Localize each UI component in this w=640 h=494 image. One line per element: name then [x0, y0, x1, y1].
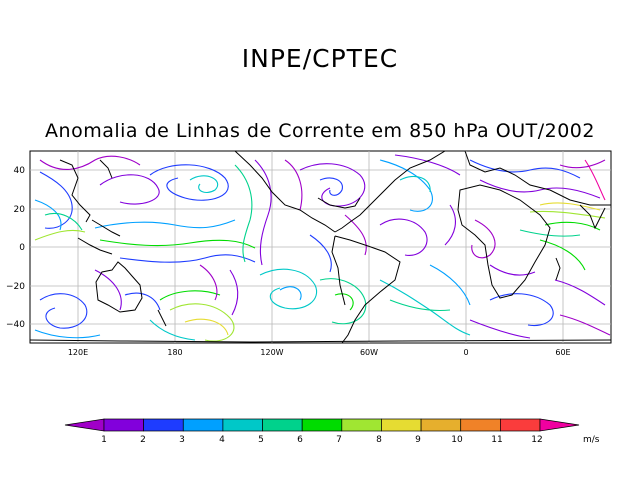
lon-tick: 60W [360, 348, 378, 357]
lat-tick: −40 [6, 320, 25, 330]
legend-color-box [420, 418, 462, 432]
coastlines [30, 151, 611, 343]
map-subtitle: Anomalia de Linhas de Corrente em 850 hP… [45, 120, 595, 142]
lat-tick: −20 [6, 282, 25, 292]
lon-tick: 0 [463, 348, 468, 357]
legend-color-box [103, 418, 144, 432]
legend-color-box [143, 418, 184, 432]
lat-tick: 40 [14, 166, 26, 176]
legend-tick: 11 [491, 435, 502, 445]
legend-tick: 2 [140, 435, 146, 445]
legend-color-box [381, 418, 422, 432]
legend-tick: 6 [297, 435, 303, 445]
legend-tick: 5 [258, 435, 264, 445]
lat-tick: 0 [19, 243, 25, 253]
lon-tick: 60E [555, 348, 570, 357]
legend-boxes [103, 418, 541, 432]
legend-low-arrow [64, 418, 105, 432]
legend-tick: 9 [415, 435, 421, 445]
lat-tick: 20 [14, 205, 26, 215]
lon-tick: 120W [260, 348, 283, 357]
lon-tick: 120E [68, 348, 88, 357]
legend-tick: 3 [179, 435, 185, 445]
lon-tick: 180 [167, 348, 182, 357]
legend-color-box [341, 418, 382, 432]
legend-tick: 4 [219, 435, 225, 445]
lon-tick-labels: 120E 180 120W 60W 0 60E [68, 348, 571, 357]
legend-color-box [222, 418, 263, 432]
lat-tick-labels: 40 20 0 −20 −40 [6, 166, 25, 330]
graticule [30, 151, 611, 343]
legend-color-box [262, 418, 303, 432]
legend-tick-labels: 1 2 3 4 5 6 7 8 9 10 11 12 [101, 435, 543, 445]
legend-color-box [301, 418, 343, 432]
legend-tick: 1 [101, 435, 107, 445]
legend-tick: 10 [451, 435, 463, 445]
streamlines [34, 154, 611, 342]
legend-color-box [460, 418, 501, 432]
legend-color-box [182, 418, 224, 432]
legend-color-box [500, 418, 541, 432]
legend-unit: m/s [583, 435, 600, 445]
organization-title: INPE/CPTEC [241, 44, 399, 73]
legend-tick: 8 [376, 435, 382, 445]
color-legend: 1 2 3 4 5 6 7 8 9 10 11 12 m/s [64, 418, 600, 445]
legend-tick: 7 [336, 435, 342, 445]
legend-high-arrow [539, 418, 580, 432]
legend-tick: 12 [531, 435, 542, 445]
